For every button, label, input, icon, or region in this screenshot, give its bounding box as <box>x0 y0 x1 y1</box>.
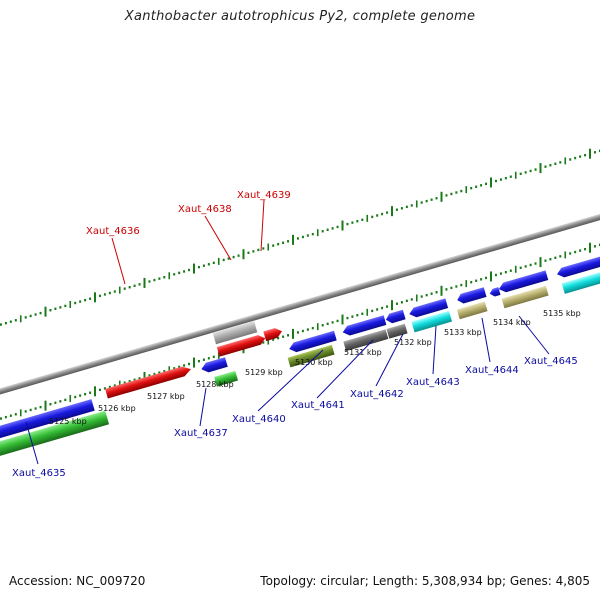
axis-label: 5128 kbp <box>196 380 234 389</box>
gene-next-arrow[interactable] <box>556 245 600 279</box>
gene-xaut-4637-arrow[interactable] <box>200 357 228 374</box>
genome-title: Xanthobacter autotrophicus Py2, complete… <box>124 9 476 24</box>
gene-label-xaut-4638[interactable]: Xaut_4638 <box>178 204 232 215</box>
gene-xaut-4642-grey-arrow[interactable] <box>386 323 408 339</box>
leader-line-xaut-4638 <box>204 215 232 261</box>
axis-label: 5126 kbp <box>98 404 136 413</box>
axis-label: 5129 kbp <box>245 368 283 377</box>
accession-label: Accession: <box>9 574 73 588</box>
gene-label-xaut-4643[interactable]: Xaut_4643 <box>406 377 460 388</box>
length-label: Length: <box>372 574 419 588</box>
gene-xaut-4638-arrow[interactable] <box>216 333 267 357</box>
leader-line-xaut-4645 <box>518 315 550 355</box>
leader-line-xaut-4636 <box>111 237 126 285</box>
topology-value: circular <box>320 574 365 588</box>
axis-label: 5132 kbp <box>394 338 432 347</box>
gene-xaut-4635-green-arrow[interactable] <box>0 410 110 464</box>
axis-label: 5131 kbp <box>344 348 382 357</box>
gene-label-xaut-4635[interactable]: Xaut_4635 <box>12 468 66 479</box>
genome-summary-footer: Topology: circular; Length: 5,308,934 bp… <box>260 574 590 588</box>
gene-xaut-4640-arrow[interactable] <box>288 330 337 354</box>
genes-value: 4,805 <box>555 574 590 588</box>
topology-label: Topology: <box>260 574 317 588</box>
leader-line-xaut-4640 <box>257 349 324 412</box>
axis-label: 5130 kbp <box>295 358 333 367</box>
gene-xaut-4645-khaki-arrow[interactable] <box>501 285 549 309</box>
gene-label-xaut-4644[interactable]: Xaut_4644 <box>465 365 519 376</box>
gene-label-xaut-4641[interactable]: Xaut_4641 <box>291 400 345 411</box>
leader-line-xaut-4642 <box>375 333 404 387</box>
gene-label-xaut-4640[interactable]: Xaut_4640 <box>232 414 286 425</box>
accession-value: NC_009720 <box>76 574 146 588</box>
gene-xaut-4645-arrow[interactable] <box>497 270 549 294</box>
label-leader-lines <box>25 199 550 465</box>
genes-label: Genes: <box>509 574 552 588</box>
gene-xaut-4642-arrow[interactable] <box>385 309 406 325</box>
axis-label: 5127 kbp <box>147 392 185 401</box>
axis-label: 5133 kbp <box>444 328 482 337</box>
gene-label-xaut-4642[interactable]: Xaut_4642 <box>350 389 404 400</box>
gene-label-xaut-4639[interactable]: Xaut_4639 <box>237 190 291 201</box>
accession-footer: Accession: NC_009720 <box>9 574 145 588</box>
leader-line-xaut-4644 <box>481 317 491 363</box>
axis-label: 5125 kbp <box>49 417 87 426</box>
gene-arrows <box>0 245 600 464</box>
gene-next-cyan-arrow[interactable] <box>561 259 600 294</box>
gene-xaut-4643-cyan-arrow[interactable] <box>411 310 453 333</box>
leader-line-xaut-4635 <box>25 421 39 465</box>
genome-backbone <box>0 178 600 424</box>
gene-xaut-4644-arrow[interactable] <box>456 287 487 305</box>
gene-labels: Xaut_4636 Xaut_4638 Xaut_4639 Xaut_4635 … <box>12 190 578 479</box>
gene-xaut-4645-small-arrow[interactable] <box>489 287 501 297</box>
leader-line-xaut-4641 <box>316 339 374 399</box>
gene-label-xaut-4636[interactable]: Xaut_4636 <box>86 226 140 237</box>
leader-line-xaut-4637 <box>199 387 207 427</box>
length-value: 5,308,934 bp <box>421 574 502 588</box>
separator: ; <box>501 574 507 588</box>
axis-label: 5134 kbp <box>493 318 531 327</box>
separator: ; <box>364 574 369 588</box>
lower-tick-track <box>0 242 600 420</box>
gene-xaut-4635-arrow[interactable] <box>0 399 95 448</box>
gene-xaut-4641-grey-arrow[interactable] <box>343 329 389 352</box>
leader-line-xaut-4643 <box>432 325 437 375</box>
gene-label-xaut-4637[interactable]: Xaut_4637 <box>174 428 228 439</box>
gene-xaut-4637-green-arrow[interactable] <box>214 370 238 387</box>
gene-xaut-4641-arrow[interactable] <box>341 315 387 337</box>
gene-xaut-4644-khaki-arrow[interactable] <box>456 301 488 320</box>
leader-line-xaut-4639 <box>260 199 265 252</box>
gene-xaut-4643-arrow[interactable] <box>408 298 449 318</box>
gene-xaut-4638-upper-arrow[interactable] <box>212 320 258 345</box>
gene-label-xaut-4645[interactable]: Xaut_4645 <box>524 356 578 367</box>
axis-labels: 5125 kbp 5126 kbp 5127 kbp 5128 kbp 5129… <box>49 309 581 426</box>
gene-xaut-4639-arrow[interactable] <box>263 326 283 342</box>
gene-xaut-4636-arrow[interactable] <box>105 364 192 399</box>
axis-label: 5135 kbp <box>543 309 581 318</box>
